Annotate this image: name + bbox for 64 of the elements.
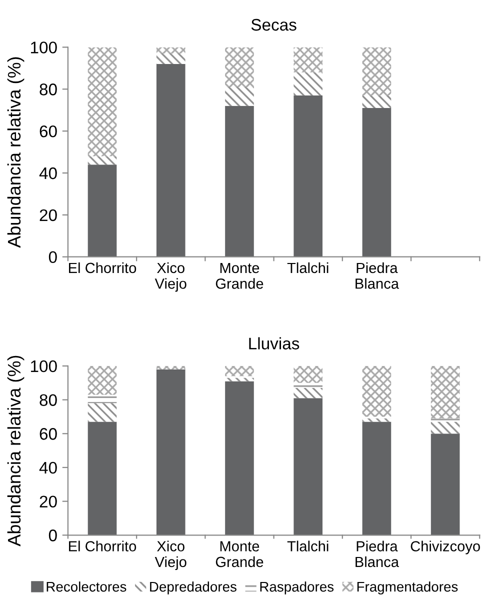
- x-tick-label: El Chorrito: [69, 540, 136, 552]
- y-tick-label: 20: [40, 209, 57, 222]
- x-tick-label: Xico Viejo: [154, 540, 186, 570]
- y-tick-label: 80: [40, 394, 57, 406]
- bar: [430, 418, 460, 422]
- y-tick-label: 100: [31, 42, 57, 54]
- y-axis-title: Abundancia relativa (%): [7, 356, 24, 546]
- bar: [362, 95, 392, 108]
- bar: [430, 422, 460, 434]
- x-tick-label: Monte Grande: [216, 262, 264, 289]
- y-tick-label: 100: [31, 360, 57, 372]
- bar: [88, 47, 117, 156]
- y-tick-label: 80: [40, 84, 57, 96]
- bar: [156, 47, 186, 54]
- bar: [88, 366, 117, 395]
- bar: [362, 418, 392, 422]
- x-tick-label: Piedra Blanca: [356, 262, 400, 289]
- y-tick-label: 20: [40, 496, 57, 508]
- x-tick-label: Monte Grande: [216, 541, 264, 568]
- chart-title: Secas: [251, 18, 296, 31]
- bar: [225, 47, 254, 88]
- bar: [294, 366, 323, 383]
- bar: [294, 398, 323, 536]
- x-tick-label: Tlalchi: [287, 262, 328, 274]
- y-tick-label: 40: [39, 167, 57, 180]
- bar: [294, 388, 323, 398]
- bar: [156, 64, 186, 257]
- y-axis-title: Abundancia relativa (%): [7, 57, 24, 248]
- bar: [156, 53, 186, 64]
- legend-label: Fragmentadores: [357, 581, 458, 594]
- chart-title: Lluvias: [249, 337, 300, 350]
- legend-label: Raspadores: [260, 581, 334, 594]
- y-tick-label: 0: [48, 530, 57, 542]
- bar: [88, 156, 117, 165]
- bar: [225, 381, 254, 536]
- y-tick-label: 60: [40, 428, 57, 440]
- bar: [430, 366, 460, 418]
- bar: [294, 47, 323, 72]
- x-tick-label: Xico Viejo: [154, 262, 186, 292]
- y-tick-label: 40: [39, 462, 57, 474]
- bar: [225, 87, 254, 106]
- legend-label: Recolectores: [46, 581, 126, 592]
- bar: [156, 366, 186, 370]
- bar: [225, 106, 254, 257]
- bar: [88, 164, 117, 257]
- x-tick-label: Tlalchi: [287, 540, 328, 552]
- x-tick-label: Chivizcoyo: [410, 540, 480, 554]
- bar: [88, 422, 117, 536]
- bar: [88, 403, 117, 422]
- bar: [430, 434, 460, 536]
- y-tick-label: 60: [40, 125, 57, 138]
- bar: [88, 394, 117, 404]
- legend-label: Depredadores: [150, 581, 236, 594]
- bar: [362, 366, 392, 417]
- y-tick-label: 0: [48, 251, 57, 264]
- bar: [362, 108, 392, 257]
- x-tick-label: Piedra Blanca: [356, 540, 400, 568]
- x-tick-label: El Chorrito: [69, 262, 136, 274]
- bar: [294, 72, 323, 96]
- bar: [294, 95, 323, 257]
- bar: [225, 366, 254, 376]
- bar: [362, 47, 392, 96]
- bar: [156, 369, 186, 536]
- bar: [362, 422, 392, 536]
